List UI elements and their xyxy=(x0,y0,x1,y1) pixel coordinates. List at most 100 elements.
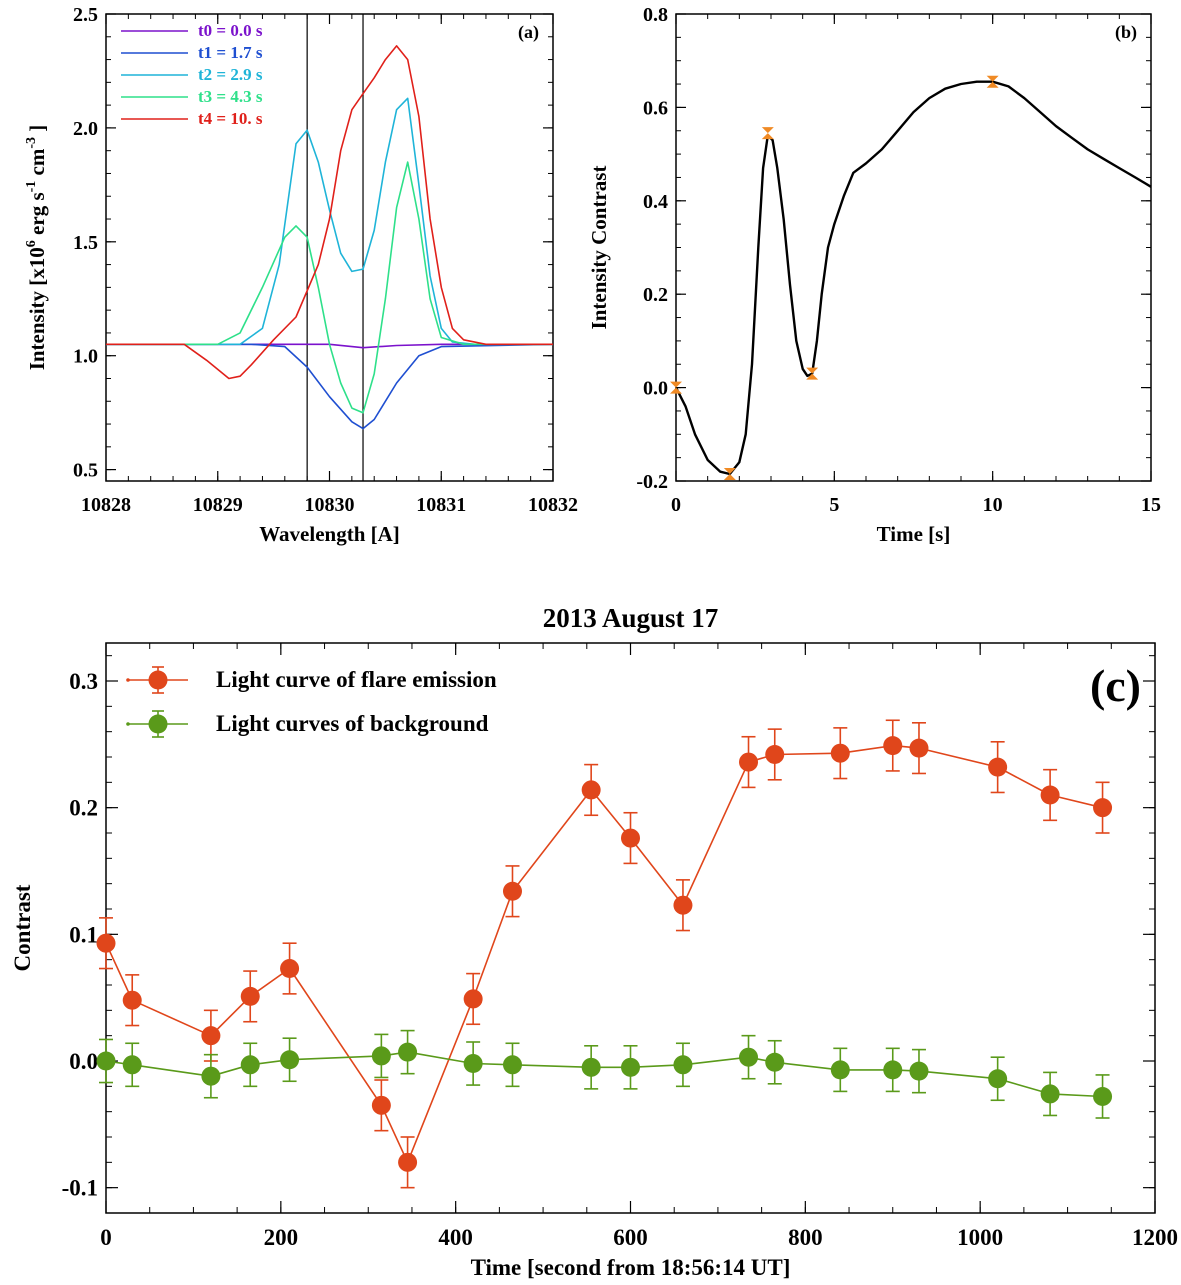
x-tick-label: 800 xyxy=(788,1225,823,1250)
sample-marker xyxy=(986,75,999,82)
sample-marker xyxy=(670,387,682,394)
y-label-superscript: -3 xyxy=(24,137,39,149)
y-label-superscript: 6 xyxy=(24,240,39,247)
y-label-text: ] xyxy=(25,125,49,137)
contrast-curve xyxy=(674,80,1152,476)
y-tick-label: -0.2 xyxy=(636,471,668,493)
data-point xyxy=(988,1069,1008,1089)
data-point xyxy=(739,1047,759,1067)
y-tick-label: 0.0 xyxy=(69,1049,98,1074)
legend-marker xyxy=(148,670,168,690)
data-point xyxy=(1040,785,1060,805)
x-tick-label: 10 xyxy=(983,494,1003,516)
sample-marker xyxy=(723,467,736,474)
sample-marker xyxy=(806,373,819,380)
y-tick-label: 0.3 xyxy=(69,669,98,694)
data-point xyxy=(122,990,142,1010)
y-axis-label: Contrast xyxy=(10,884,35,971)
x-tick-label: 200 xyxy=(264,1225,299,1250)
y-label-text: cm xyxy=(25,148,49,181)
data-point xyxy=(883,736,903,756)
chart-title: 2013 August 17 xyxy=(543,603,719,633)
data-point xyxy=(621,828,640,848)
series-line-4 xyxy=(106,45,553,380)
data-point xyxy=(581,780,601,800)
data-point xyxy=(673,1055,693,1075)
x-tick-label: 5 xyxy=(829,494,839,516)
x-axis-label: Time [s] xyxy=(877,522,951,546)
y-label-superscript: -1 xyxy=(24,181,39,193)
panel-label: (a) xyxy=(518,22,539,43)
x-tick-label: 1200 xyxy=(1132,1225,1178,1250)
x-tick-label: 400 xyxy=(438,1225,473,1250)
series-1: Light curves of background xyxy=(96,710,1113,1119)
x-tick-label: 15 xyxy=(1141,494,1161,516)
data-point xyxy=(883,1060,903,1080)
data-point xyxy=(240,1055,260,1075)
legend-label: Light curve of flare emission xyxy=(216,667,497,692)
panel-b: 0 5 10 15 -0.2 0.0 0.2 0.4 0.6 0.8 Time [s] (b) Inte… xyxy=(587,4,1161,546)
legend-label: t1 = 1.7 s xyxy=(198,43,263,62)
data-point xyxy=(371,1095,391,1115)
data-point xyxy=(1040,1084,1060,1104)
panel-label: (c) xyxy=(1090,660,1141,711)
series-line-0 xyxy=(106,343,553,349)
data-point xyxy=(739,752,759,772)
data-point xyxy=(463,989,483,1009)
series-0: Light curve of flare emission xyxy=(96,666,1113,1189)
legend-dot xyxy=(126,678,130,682)
data-point xyxy=(201,1066,221,1086)
legend-label: Light curves of background xyxy=(216,711,489,736)
legend-label: t4 = 10. s xyxy=(198,109,263,128)
y-axis-label: Intensity Contrast xyxy=(587,166,611,330)
data-point xyxy=(765,744,785,764)
series-line-1 xyxy=(106,343,554,430)
data-point xyxy=(1093,798,1113,818)
y-tick-label: 0.8 xyxy=(643,4,668,26)
data-point xyxy=(830,743,850,763)
data-point xyxy=(96,933,116,953)
x-tick-label: 10830 xyxy=(305,494,355,516)
sample-marker xyxy=(806,367,819,374)
y-tick-label: 0.6 xyxy=(643,97,668,119)
data-point xyxy=(909,1061,929,1081)
panel-c: 0 200 400 600 800 1000 1200 -0.1 0.0 0.1 0.2 0.3 Tim… xyxy=(10,603,1178,1280)
x-tick-label: 10831 xyxy=(416,494,466,516)
y-tick-label: 1.0 xyxy=(73,346,98,368)
y-tick-label: 0.4 xyxy=(643,191,668,213)
data-point xyxy=(280,1050,300,1070)
data-point xyxy=(673,895,693,915)
y-label-text: erg s xyxy=(25,192,49,240)
data-point xyxy=(371,1046,391,1066)
data-point xyxy=(96,1051,116,1071)
x-tick-label: 10828 xyxy=(81,494,131,516)
y-tick-label: 0.0 xyxy=(643,378,668,400)
y-tick-label: 0.1 xyxy=(69,922,98,947)
data-point xyxy=(502,881,522,901)
data-point xyxy=(502,1055,522,1075)
plot-frame xyxy=(105,13,554,482)
y-tick-label: 1.5 xyxy=(73,232,98,254)
panel-a: 10828 10829 10830 10831 10832 0.5 1.0 1.5 2.0 2.5… xyxy=(24,4,578,546)
x-tick-label: 0 xyxy=(671,494,681,516)
x-tick-label: 1000 xyxy=(957,1225,1003,1250)
x-tick-label: 0 xyxy=(100,1225,112,1250)
y-label-text: Intensity [x10 xyxy=(25,247,49,370)
data-point xyxy=(581,1057,601,1077)
data-point xyxy=(830,1060,850,1080)
series-line-3 xyxy=(106,161,553,414)
data-point xyxy=(621,1057,640,1077)
x-axis-label: Time [second from 18:56:14 UT] xyxy=(471,1255,791,1280)
legend-marker xyxy=(148,714,168,734)
y-axis-label: Intensity [x106 erg s-1 cm-3 ] xyxy=(24,125,49,371)
legend-dot xyxy=(126,722,130,726)
data-point xyxy=(1093,1086,1113,1106)
data-point xyxy=(463,1054,483,1074)
y-tick-label: 0.2 xyxy=(643,284,668,306)
series-line xyxy=(105,744,1103,1164)
legend-label: t0 = 0.0 s xyxy=(198,21,263,40)
sample-marker xyxy=(761,127,774,134)
data-point xyxy=(280,959,300,979)
data-point xyxy=(765,1052,785,1072)
